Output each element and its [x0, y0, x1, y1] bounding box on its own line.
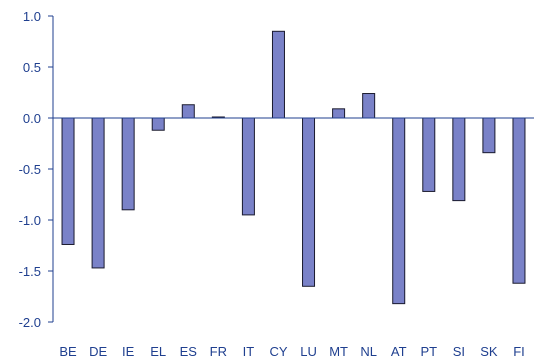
bar-cy: [271, 30, 285, 119]
x-category-label: SK: [480, 344, 498, 359]
bar-pt: [422, 117, 436, 192]
bar-sk: [482, 117, 496, 154]
bar-nl: [362, 93, 376, 119]
y-tick-label: 0.5: [23, 60, 41, 75]
bar-at: [392, 117, 406, 305]
x-category-label: IE: [122, 344, 135, 359]
y-tick-label: -1.0: [19, 213, 41, 228]
y-tick-label: -2.0: [19, 315, 41, 330]
x-category-label: MT: [329, 344, 348, 359]
bar-el: [151, 117, 165, 131]
x-category-label: DE: [89, 344, 107, 359]
bar-de: [91, 117, 105, 269]
bar-lu: [302, 117, 316, 287]
bar-fi: [512, 117, 526, 284]
x-category-label: BE: [59, 344, 77, 359]
y-tick-label: 1.0: [23, 9, 41, 24]
y-tick-label: -1.5: [19, 264, 41, 279]
bar-it: [241, 117, 255, 216]
x-category-label: LU: [300, 344, 317, 359]
x-category-label: FR: [210, 344, 227, 359]
x-category-label: SI: [453, 344, 465, 359]
x-category-label: CY: [269, 344, 287, 359]
x-category-label: IT: [243, 344, 255, 359]
x-axis: BE DE IE EL ES FR IT CY LU MT NL AT PT SI SK FI: [53, 117, 534, 359]
bar-be: [61, 117, 75, 245]
bars: [61, 30, 526, 305]
x-category-label: ES: [180, 344, 198, 359]
y-axis: 1.0 0.5 0.0 -0.5 -1.0 -1.5 -2.0: [19, 9, 54, 330]
bar-si: [452, 117, 466, 202]
bar-mt: [332, 108, 346, 119]
y-tick-label: -0.5: [19, 162, 41, 177]
bar-ie: [121, 117, 135, 211]
y-tick-label: 0.0: [23, 111, 41, 126]
x-category-label: PT: [420, 344, 437, 359]
x-category-label: NL: [360, 344, 377, 359]
x-category-label: EL: [150, 344, 166, 359]
bar-es: [181, 104, 195, 119]
x-category-label: FI: [513, 344, 525, 359]
x-category-label: AT: [391, 344, 407, 359]
